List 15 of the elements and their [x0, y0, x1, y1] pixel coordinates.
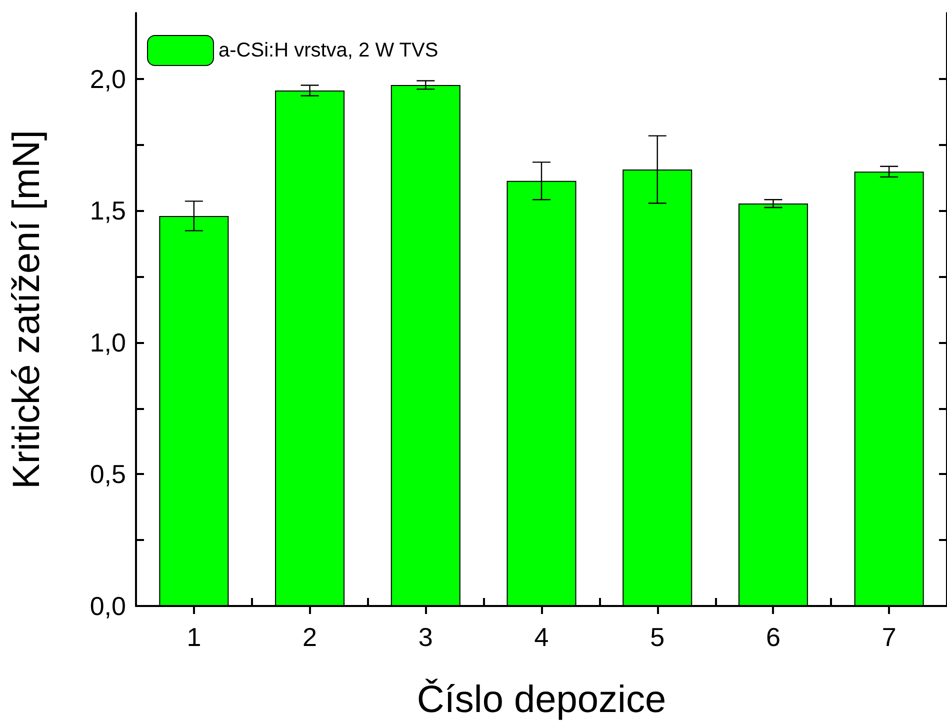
x-tick-label: 1	[186, 622, 202, 652]
y-axis-title: Kritické zatížení [mN]	[6, 130, 48, 489]
x-tick-label: 3	[418, 622, 433, 652]
y-tick-label: 1,5	[90, 196, 126, 226]
y-tick-label: 0,5	[90, 459, 126, 490]
y-tick-label: 2,0	[90, 64, 126, 94]
x-tick-label: 6	[766, 622, 780, 652]
legend-label: a-CSi:H vrstva, 2 W TVS	[218, 40, 438, 62]
y-tick-label: 0,0	[90, 591, 126, 621]
x-tick-label: 7	[882, 622, 896, 652]
x-tick-label: 5	[650, 622, 665, 652]
x-tick-label: 2	[302, 622, 318, 652]
x-tick-label: 4	[534, 622, 549, 652]
y-tick-label: 1,0	[90, 327, 126, 358]
x-axis-title: Číslo depozice	[416, 678, 666, 721]
